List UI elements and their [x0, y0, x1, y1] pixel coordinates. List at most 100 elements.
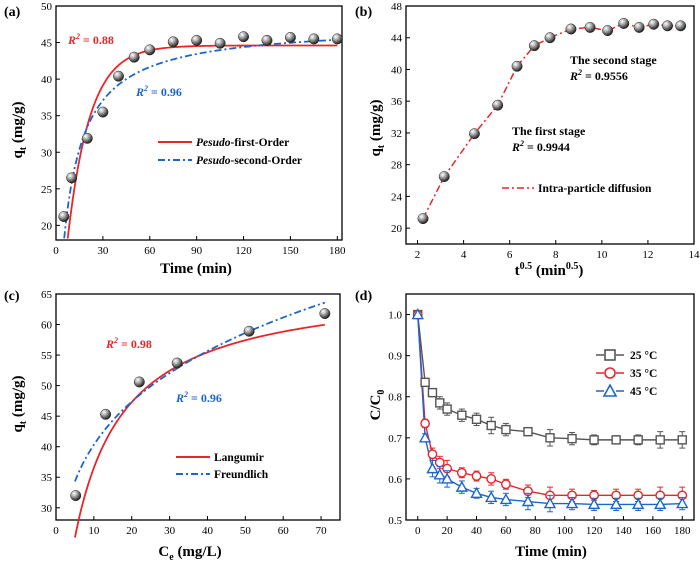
- x-tick-label: 100: [556, 525, 573, 537]
- x-tick-label: 14: [689, 249, 700, 261]
- legend-a: Pesudo-first-Order Pesudo-second-Order: [158, 137, 302, 167]
- data-point: [544, 32, 556, 44]
- y-tick-label: 65: [41, 289, 53, 301]
- y-tick-label: 28: [391, 160, 403, 172]
- x-tick-label: 8: [553, 249, 559, 261]
- data-point: [417, 213, 429, 225]
- plot-frame: [405, 5, 695, 245]
- x-tick-label: 120: [586, 525, 603, 537]
- marker-triangle: [676, 497, 689, 509]
- x-tick-label: 20: [442, 525, 454, 537]
- y-tick-label: 40: [41, 74, 53, 86]
- marker-square: [471, 414, 482, 425]
- legend-label-c-freundlich: Freundlich: [214, 469, 269, 481]
- ylabel-d: C/C0: [368, 390, 387, 421]
- y-tick-label: 25: [41, 184, 53, 196]
- plot-frame: [55, 5, 343, 241]
- series-markers-d: [411, 308, 689, 513]
- legend-label-a-pso: Pesudo-second-Order: [196, 155, 302, 167]
- data-point: [468, 128, 480, 140]
- data-point: [662, 20, 673, 32]
- y-tick-label: 35: [41, 472, 53, 484]
- y-tick-label: 0.6: [388, 474, 402, 486]
- marker-circle: [501, 479, 511, 490]
- y-tick-label: 32: [391, 128, 402, 140]
- data-points-c: [70, 308, 331, 502]
- fit-curve-langmuir: [74, 323, 325, 538]
- x-tick-label: 150: [282, 245, 299, 257]
- data-point: [308, 33, 320, 45]
- legend-label-45c: 45 °C: [630, 386, 657, 398]
- x-tick-label: 30: [164, 525, 176, 537]
- plot-frame: [405, 293, 695, 521]
- ylabel-c: qt (mg/g): [10, 375, 29, 432]
- marker-circle: [456, 467, 467, 478]
- legend-d: 25 °C 35 °C 45 °C: [596, 349, 657, 398]
- x-tick-label: 10: [596, 249, 608, 261]
- x-tick-label: 180: [329, 245, 346, 257]
- marker-triangle: [455, 480, 469, 492]
- panel-b: (b) qt (mg/g) t0.5 (min0.5) 2 4 6 8 10 12 1420…: [355, 1, 700, 279]
- legend-b: Intra-particle diffusion: [502, 183, 652, 195]
- marker-triangle: [411, 308, 424, 320]
- y-tick-label: 35: [41, 111, 53, 123]
- x-tick-label: 50: [240, 525, 252, 537]
- ylabel-b: qt (mg/g): [368, 99, 387, 156]
- y-tick-label: 0.5: [388, 515, 402, 527]
- data-point: [511, 60, 523, 72]
- fit-curve-freundlich: [74, 301, 326, 482]
- legend-label-35c: 35 °C: [630, 368, 657, 380]
- marker-triangle: [631, 497, 645, 510]
- fit-curve-pfo: [66, 44, 338, 239]
- marker-triangle: [470, 486, 483, 498]
- legend-label-b: Intra-particle diffusion: [538, 183, 652, 195]
- r2-annotation-c-freundlich: R2 = 0.96: [175, 390, 222, 405]
- stage-two-title: The second stage: [570, 53, 657, 67]
- legend-label-c-langmuir: Langumir: [214, 452, 264, 464]
- stage-two-r2: R2 = 0.9556: [569, 68, 628, 83]
- marker-triangle: [440, 472, 454, 484]
- y-tick-label: 44: [391, 33, 403, 45]
- marker-triangle: [499, 493, 513, 505]
- marker-square: [611, 435, 621, 445]
- marker-square: [427, 387, 438, 398]
- marker-triangle: [609, 497, 623, 510]
- xlabel-c: Ce (mg/L): [158, 544, 221, 563]
- ylabel-a: qt (mg/g): [10, 101, 29, 158]
- r2-annotation-a-pso: R2 = 0.96: [135, 84, 182, 99]
- panel-label-c: (c): [4, 289, 20, 304]
- x-tick-label: 20: [126, 525, 138, 537]
- marker-circle: [434, 457, 445, 468]
- data-point: [261, 34, 273, 46]
- x-tick-label: 90: [191, 245, 203, 257]
- data-point: [214, 37, 226, 49]
- legend-marker-25c: [604, 349, 616, 361]
- data-point: [171, 357, 183, 369]
- data-point: [128, 51, 140, 63]
- stage-one-title: The first stage: [512, 124, 586, 138]
- series-line: [417, 314, 683, 506]
- marker-square: [486, 420, 496, 431]
- xlabel-d: Time (min): [515, 544, 587, 560]
- plot-frame: [55, 293, 341, 521]
- y-tick-label: 0.9: [388, 351, 402, 363]
- y-tick-label: 40: [391, 64, 403, 76]
- x-tick-label: 4: [461, 249, 467, 261]
- data-points-b: [417, 18, 687, 225]
- marker-triangle: [433, 468, 446, 480]
- marker-square: [435, 398, 445, 408]
- marker-square: [442, 404, 452, 414]
- x-tick-label: 0: [415, 525, 421, 537]
- data-point: [492, 99, 504, 111]
- marker-square: [589, 435, 599, 445]
- marker-circle: [420, 418, 431, 429]
- data-point: [331, 33, 343, 45]
- marker-square: [655, 435, 665, 445]
- x-tick-label: 10: [88, 525, 100, 537]
- data-point: [438, 171, 450, 183]
- data-point: [243, 325, 255, 337]
- legend-marker-35c: [604, 367, 616, 379]
- y-tick-label: 40: [41, 442, 53, 454]
- y-tick-label: 30: [41, 503, 53, 515]
